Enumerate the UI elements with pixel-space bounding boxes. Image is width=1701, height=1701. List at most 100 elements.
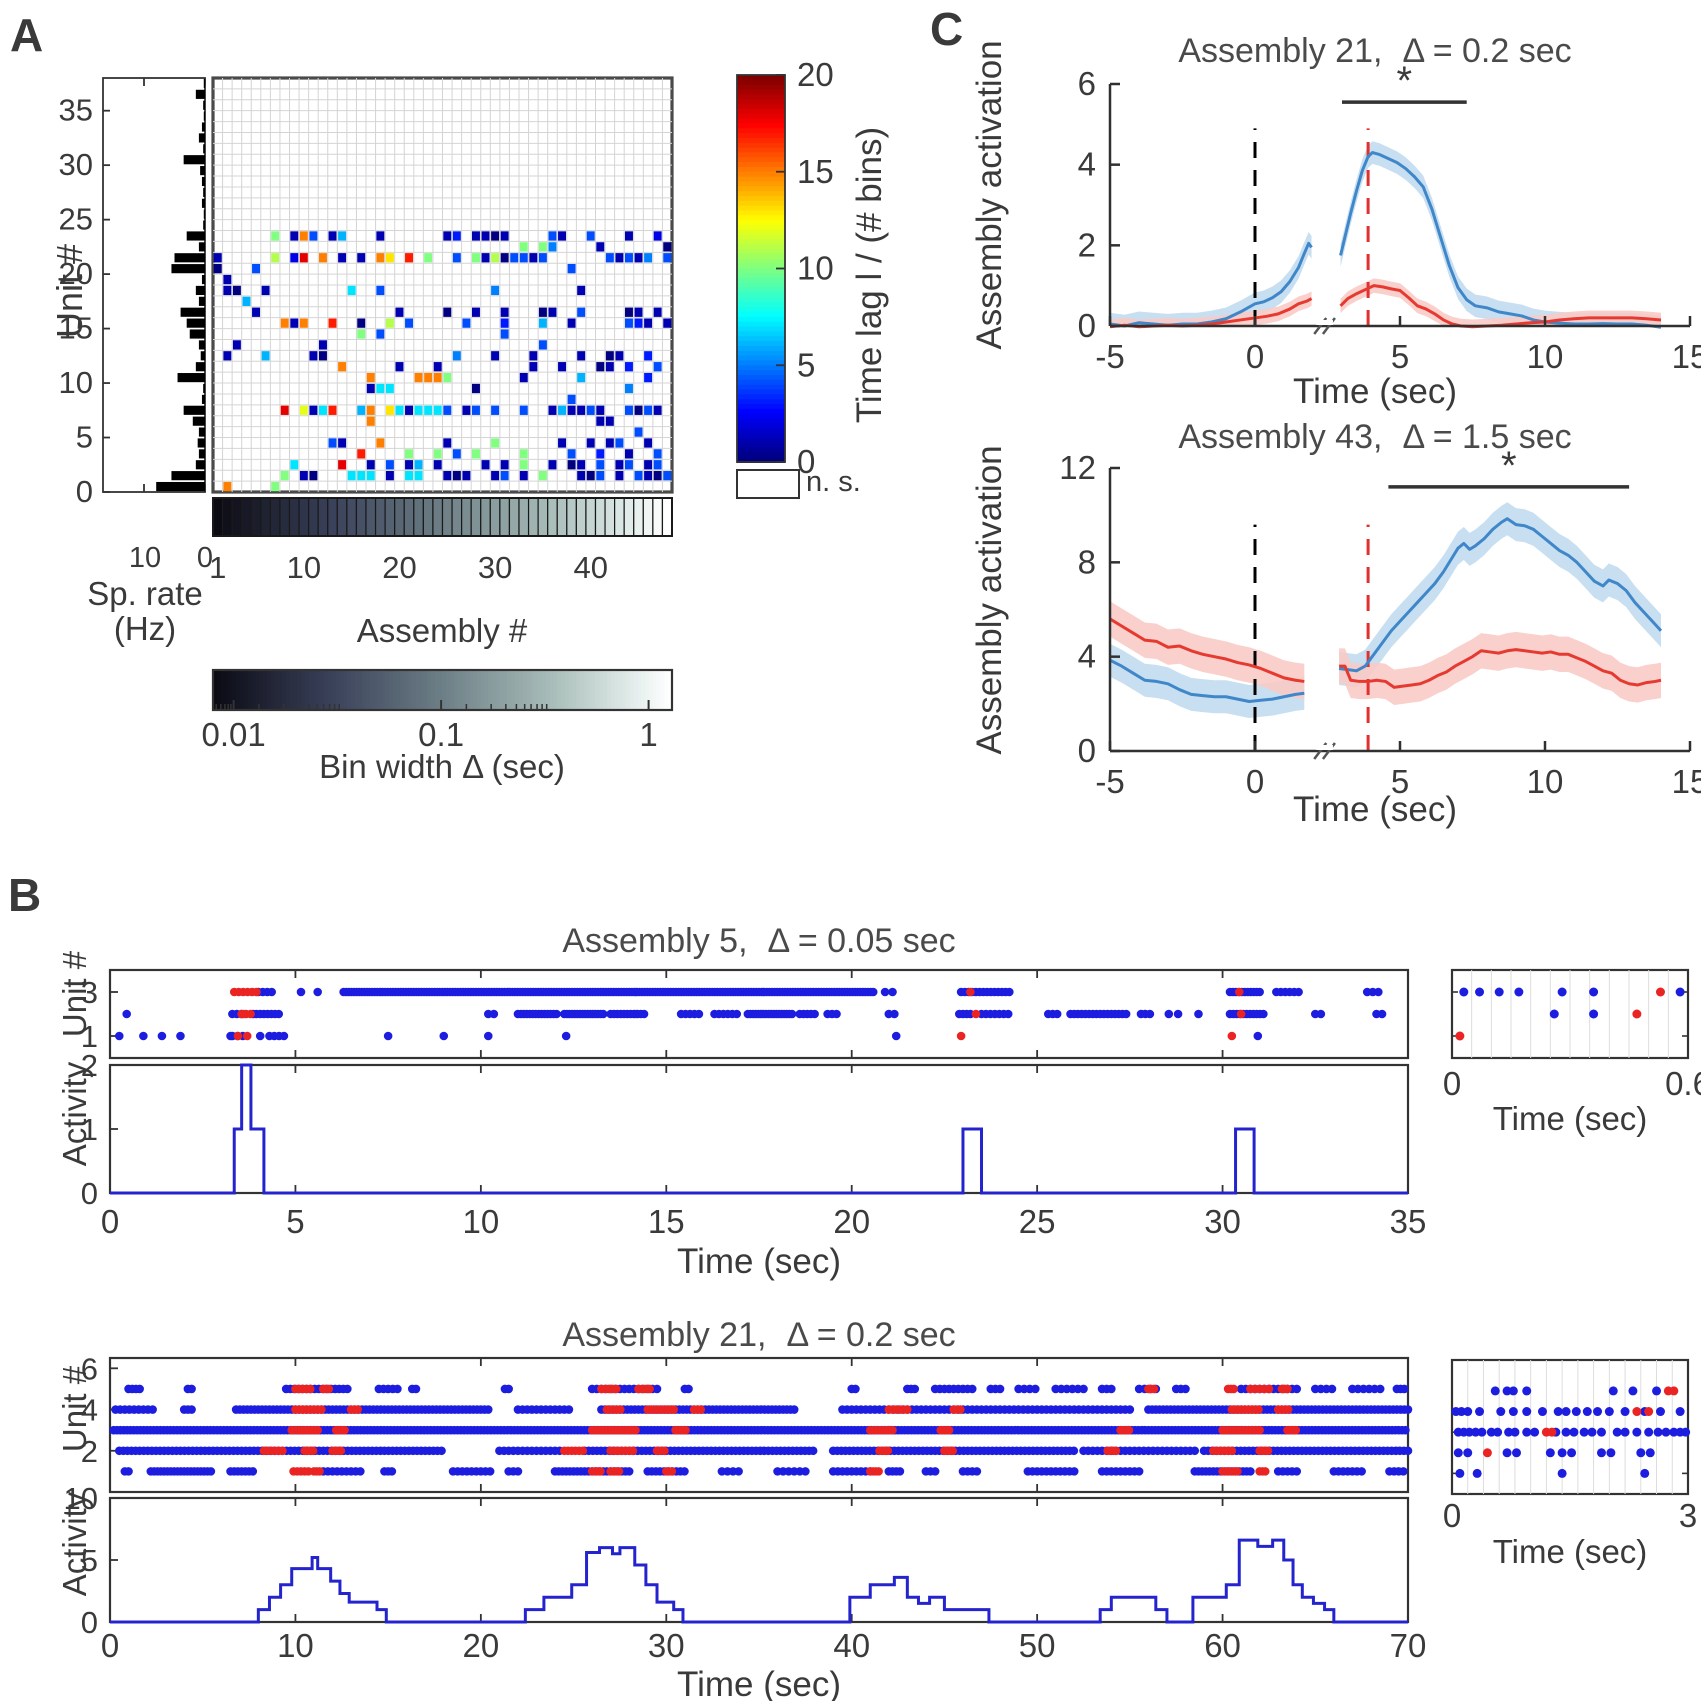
b5-xlabel: Time (sec) [677,1242,841,1281]
tick-label: 35 [1390,1203,1427,1240]
hist [102,77,206,493]
heatmap-grid [213,78,672,492]
tick-label: 20 [797,56,834,93]
tick-label: 12 [1059,449,1096,486]
tick-label: 10 [59,365,93,400]
tick-label: * [1397,59,1413,103]
tick-label: 0 [1443,1497,1461,1534]
tick-label: 0.01 [202,716,266,753]
binwidth-label: Bin width Δ (sec) [319,748,565,785]
tick-label: 2 [81,1048,98,1083]
ns-label: n. s. [806,466,861,498]
tick-label: 5 [286,1203,304,1240]
tick-label: 0 [1078,732,1096,769]
tick-label: 2 [1078,226,1096,263]
c-top-ylabel: Assembly activation [970,40,1009,350]
panel-a-label: A [10,9,44,61]
tick-label: 1 [81,1112,98,1147]
tick-label: 0.1 [418,716,464,753]
c-top [1108,82,1692,335]
tick-label: -5 [1095,763,1124,800]
tick-label: 0 [1246,338,1264,375]
tick-label: 0 [76,474,93,509]
tick-label: 4 [1078,638,1096,675]
tick-label: 15 [1672,338,1701,375]
tick-label: 40 [833,1627,870,1664]
tick-label: 15 [648,1203,685,1240]
tick-label: 25 [59,202,93,237]
tick-label: 1 [209,550,226,585]
timelag-colorbar-label: Time lag l / (# bins) [850,126,889,424]
tick-label: 2 [81,1434,98,1469]
zoom-dots-red [1482,1386,1679,1458]
raster-dots-red [259,1384,1301,1476]
tick-label: 10 [1527,763,1564,800]
zoom-dots-red [1455,987,1665,1041]
tick-label: 0.6 [1665,1065,1701,1102]
jet-colorbar: 0 5 10 15 20 [736,56,834,499]
zoom-gridlines [1471,970,1669,1058]
tick-label: 5 [797,346,815,383]
tick-label: 0 [101,1203,119,1240]
tick-label: 3 [1679,1497,1697,1534]
tick-label: 15 [797,153,834,190]
zoom-dots-blue [1459,987,1685,1019]
tick-label: 0 [1246,763,1264,800]
tick-label: 5 [81,1543,98,1578]
significance-bar: * [1342,59,1467,104]
significance-bar: * [1388,444,1630,489]
tick-label: 15 [59,311,93,346]
tick-label: 0 [797,443,815,480]
assembly-binwidth-strip [212,497,673,537]
unit-assembly-heatmap: 1 10 20 30 40 [209,76,674,585]
zoom-dots-blue [1451,1386,1691,1478]
activity-trace [110,1063,1408,1195]
tick-label: 5 [1391,338,1409,375]
tick-label: 20 [59,256,93,291]
c-bottom-ylabel: Assembly activation [970,445,1009,755]
tick-label: 1 [81,1019,98,1054]
tick-label: 6 [81,1351,98,1386]
sp-rate-tick-10: 10 [128,542,162,574]
tick-label: 20 [462,1627,499,1664]
panel-c-label: C [930,3,964,55]
tick-label: 0 [1443,1065,1461,1102]
tick-label: 10 [64,1481,98,1516]
tick-label: 70 [1390,1627,1427,1664]
assembly21-activity: 0 5 10 0 10 20 30 40 50 60 70 [64,1481,1427,1664]
raster-dots-red [229,987,1246,1041]
spike-rate-histogram: 0 5 10 15 20 25 30 35 [59,77,206,509]
c-bottom-xlabel: Time (sec) [1293,790,1457,829]
tick-label: * [1501,444,1517,488]
tick-label: 10 [1527,338,1564,375]
tick-label: 6 [1078,65,1096,102]
b21-title: Assembly 21, Δ = 0.2 sec [562,1316,956,1354]
tick-label: 30 [59,147,93,182]
activity-trace [110,1538,1408,1624]
tick-label: 20 [833,1203,870,1240]
tick-label: 30 [478,550,512,585]
raster-dots-blue [114,987,1387,1041]
ns-box [736,469,800,499]
tick-label: 60 [1204,1627,1241,1664]
tick-label: 0 [1078,307,1096,344]
tick-label: 8 [1078,543,1096,580]
binwidth-bar [211,668,674,712]
tick-label: 10 [462,1203,499,1240]
binwidth-colorbar: 0.01 0.1 1 [202,668,674,753]
tick-label: 0 [101,1627,119,1664]
assembly21-raster: 2 4 6 [81,1351,1413,1494]
tick-label: 20 [382,550,416,585]
tick-label: 1 [639,716,657,753]
sp-rate-label: Sp. rate [87,575,203,612]
c-bottom [1108,466,1692,760]
assembly5-raster: 13 [81,968,1410,1060]
c-top-title: Assembly 21, Δ = 0.2 sec [1178,32,1572,70]
assembly5-zoom-raster: 00.6 [1443,968,1701,1102]
tick-label: -5 [1095,338,1124,375]
assembly-axis-label: Assembly # [356,612,528,649]
b5-title: Assembly 5, Δ = 0.05 sec [562,922,956,960]
